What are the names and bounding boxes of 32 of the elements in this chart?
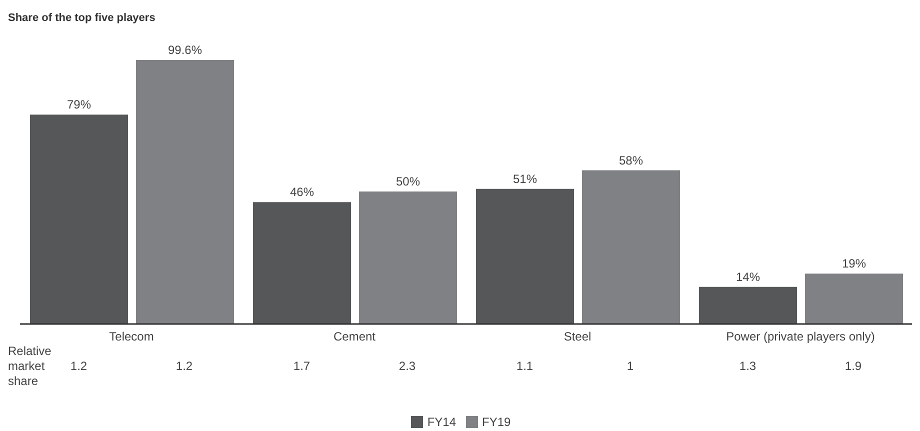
text: 1.3: [739, 359, 756, 373]
bar: [30, 114, 128, 324]
text: 1.7: [293, 359, 310, 373]
data-label: 51%: [512, 172, 538, 186]
x-tick-label: Telecom: [109, 330, 154, 344]
x-tick-label: Power (private players only): [726, 330, 875, 344]
bar: [359, 191, 457, 324]
text: 1.2: [70, 359, 88, 373]
text: 1.9: [844, 359, 862, 373]
data-label: 14%: [736, 270, 760, 284]
bar: [476, 188, 574, 324]
legend-label: FY19: [482, 415, 511, 429]
bar: [136, 60, 234, 324]
data-label: 46%: [290, 185, 314, 200]
text: 1: [626, 359, 634, 373]
text: 1.2: [176, 359, 193, 373]
data-label: 99.6%: [168, 43, 202, 57]
text: 2.3: [398, 359, 416, 373]
x-tick-label: Cement: [333, 330, 376, 344]
data-label: 19%: [842, 256, 866, 271]
text: 1.1: [516, 359, 534, 373]
bar: [805, 274, 903, 324]
bar: [699, 286, 797, 324]
text: Relative market share: [8, 344, 52, 389]
x-tick-label: Steel: [564, 330, 592, 344]
data-label: 58%: [618, 153, 644, 168]
data-label: 50%: [396, 174, 420, 188]
legend-label: FY14: [427, 415, 456, 429]
bar: [582, 170, 680, 324]
chart-title: Share of the top five players: [8, 12, 156, 24]
data-label: 79%: [66, 98, 92, 112]
bar: [253, 202, 351, 324]
